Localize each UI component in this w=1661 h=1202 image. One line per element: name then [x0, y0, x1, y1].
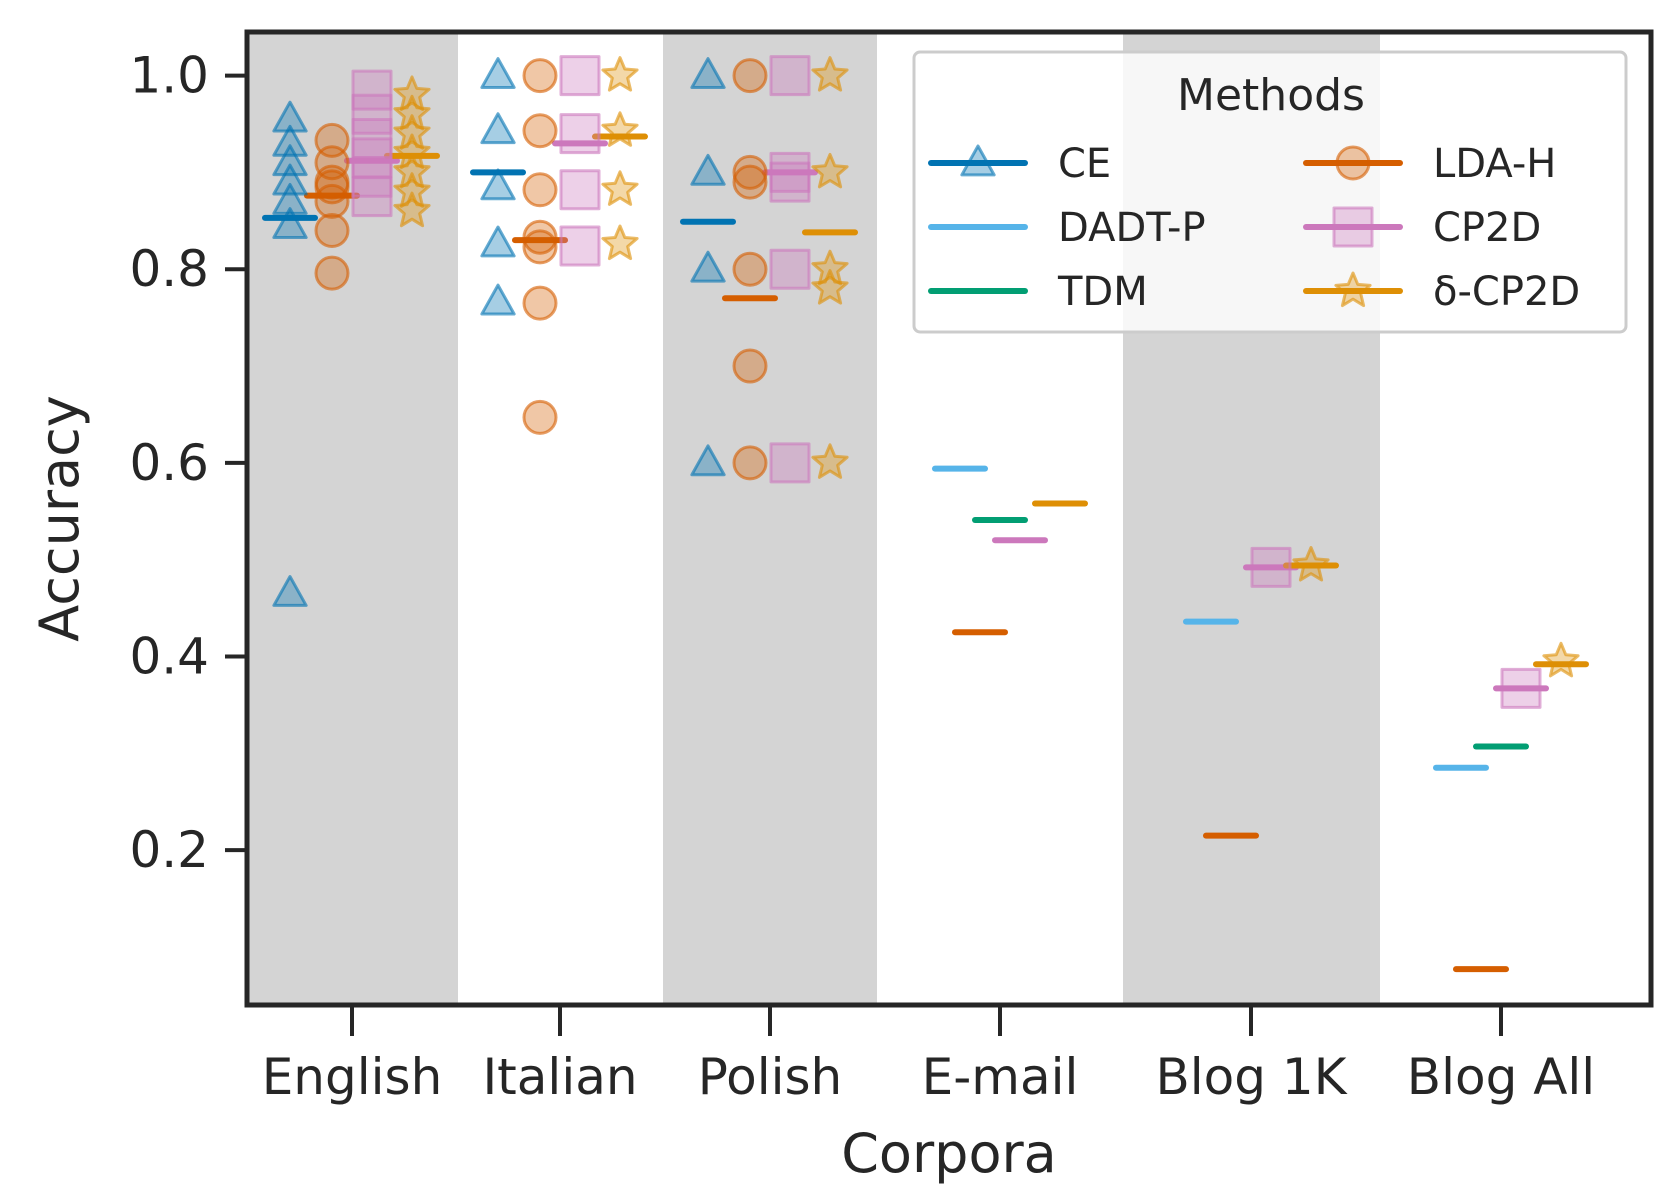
point-triangle	[272, 144, 308, 177]
point-square	[559, 113, 601, 155]
data-points	[272, 55, 1580, 709]
x-tick-label: E-mail	[922, 1048, 1079, 1106]
point-circle	[522, 219, 558, 255]
point-star	[811, 249, 849, 286]
point-triangle	[480, 57, 516, 89]
point-square	[559, 169, 601, 211]
legend-label: TDM	[1057, 269, 1148, 315]
point-star	[601, 111, 639, 147]
point-circle	[314, 212, 350, 248]
legend-box	[912, 50, 1628, 334]
point-triangle	[690, 250, 726, 283]
point-triangle	[690, 153, 726, 186]
point-circle	[732, 251, 768, 287]
point-circle	[522, 172, 558, 208]
point-star	[601, 56, 639, 92]
point-star	[811, 56, 849, 92]
point-square	[769, 55, 811, 97]
x-tick-label: Blog All	[1407, 1048, 1595, 1106]
point-triangle	[272, 182, 308, 215]
point-square	[1250, 546, 1292, 588]
point-circle	[732, 164, 768, 200]
legend-label: LDA-H	[1433, 141, 1556, 187]
x-tick-label: Blog 1K	[1155, 1048, 1347, 1106]
y-tick-label: 1.0	[129, 47, 209, 105]
legend-marker-circle	[1335, 145, 1371, 181]
point-star	[393, 94, 431, 131]
legend-marker-triangle	[960, 144, 996, 177]
x-tick-label: Polish	[698, 1048, 842, 1106]
legend-label: DADT-P	[1058, 205, 1206, 251]
point-circle	[732, 154, 768, 190]
point-triangle	[272, 207, 308, 240]
point-triangle	[480, 112, 516, 145]
mean-markers	[262, 133, 1589, 973]
y-tick-label: 0.8	[129, 240, 209, 298]
point-star	[393, 75, 431, 111]
point-square	[351, 176, 393, 218]
point-circle	[732, 58, 768, 94]
legend-title: Methods	[1177, 70, 1365, 121]
point-square	[1500, 667, 1542, 709]
point-star	[1292, 546, 1330, 582]
y-tick-label: 0.4	[129, 627, 209, 685]
x-axis: English Italian Polish E-mail Blog 1K Blog Al…	[262, 1005, 1595, 1106]
legend-marker-star	[1334, 271, 1372, 308]
point-triangle	[480, 283, 516, 316]
x-axis-label: Corpora	[841, 1122, 1057, 1185]
y-axis-label: Accuracy	[28, 395, 91, 642]
point-star	[811, 269, 849, 305]
point-star	[811, 443, 849, 479]
legend-marker-square	[1332, 206, 1374, 248]
point-circle	[522, 113, 558, 149]
point-triangle	[480, 168, 516, 201]
x-tick-label: English	[262, 1048, 443, 1106]
point-circle	[732, 445, 768, 481]
legend-label: CP2D	[1433, 205, 1541, 251]
point-triangle	[272, 575, 308, 607]
point-star	[811, 152, 849, 189]
plot-frame	[244, 29, 1654, 1008]
point-star	[393, 172, 431, 208]
legend: Methods CE DADT-P TDM LDA-H CP2D δ-CP2D	[912, 50, 1628, 334]
y-axis: 1.0 0.8 0.6 0.4 0.2	[129, 47, 247, 879]
point-circle	[314, 145, 350, 181]
legend-label: CE	[1058, 141, 1111, 187]
y-tick-label: 0.2	[129, 821, 209, 879]
point-circle	[522, 229, 558, 265]
point-triangle	[272, 124, 308, 157]
x-tick-label: Italian	[482, 1048, 637, 1106]
point-square	[769, 248, 811, 290]
point-circle	[522, 399, 558, 435]
point-star	[393, 114, 431, 150]
point-star	[601, 170, 639, 206]
point-square	[559, 55, 601, 97]
point-triangle	[272, 163, 308, 196]
point-star	[601, 224, 639, 261]
legend-label: δ-CP2D	[1433, 269, 1580, 315]
y-tick-label: 0.6	[129, 434, 209, 492]
point-star	[393, 191, 431, 228]
point-square	[559, 225, 601, 267]
point-circle	[522, 58, 558, 94]
point-circle	[732, 348, 768, 384]
point-triangle	[272, 100, 308, 133]
point-circle	[314, 183, 350, 219]
point-circle	[522, 285, 558, 321]
point-circle	[314, 255, 350, 291]
point-triangle	[690, 444, 726, 477]
point-triangle	[480, 225, 516, 258]
point-star	[393, 152, 431, 189]
point-square	[769, 442, 811, 484]
point-star	[393, 133, 431, 170]
point-square	[769, 161, 811, 203]
point-star	[1542, 641, 1580, 678]
point-triangle	[690, 57, 726, 89]
